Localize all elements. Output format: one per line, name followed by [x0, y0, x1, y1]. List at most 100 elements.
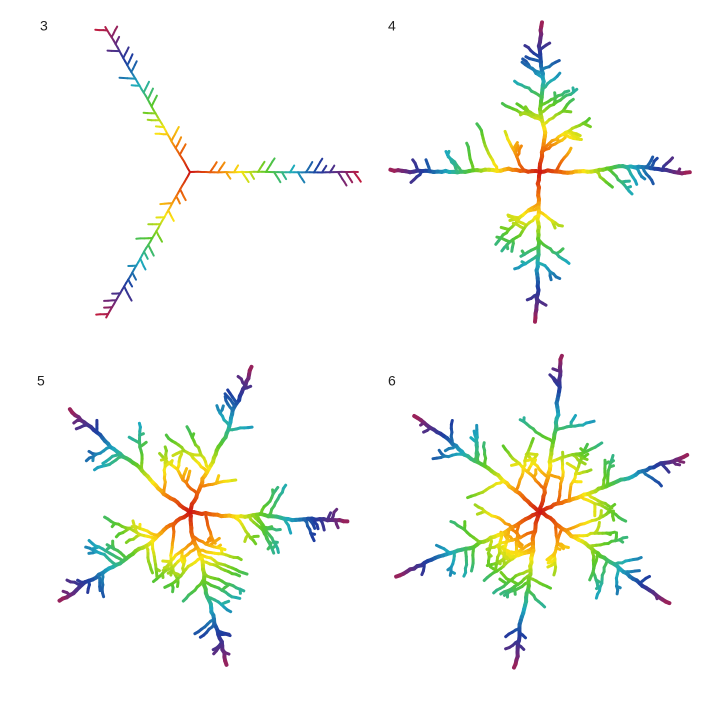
fractal-segment — [226, 634, 230, 635]
fractal-segment — [116, 534, 119, 537]
fractal-segment — [450, 571, 451, 575]
fractal-segment — [189, 453, 193, 454]
figure: 3 4 5 6 — [0, 0, 704, 702]
fractal-segment — [126, 540, 129, 543]
fractal-segment — [317, 525, 318, 529]
fractal-segment — [574, 89, 577, 92]
fractal-segment — [548, 562, 552, 563]
fractal-segment — [507, 579, 511, 580]
dla-fractal — [396, 356, 687, 668]
fractal-segment — [622, 519, 626, 521]
fractal-segment — [566, 261, 569, 264]
fractal-segment — [670, 158, 673, 161]
fractal-segment — [446, 152, 448, 156]
fractal-segment — [74, 421, 77, 423]
fractal-segment — [117, 37, 119, 41]
fractal-segment — [217, 406, 218, 410]
fractal-segment — [598, 443, 601, 445]
fractal-segment — [527, 298, 531, 299]
fractal-segment — [283, 485, 285, 488]
fractal-segment — [553, 369, 557, 370]
fractal-segment — [89, 451, 92, 453]
fractal-segment — [236, 165, 238, 168]
fractal-segment — [160, 454, 163, 457]
fractal-segment — [209, 540, 213, 541]
fractal-segment — [680, 461, 684, 462]
fractal-segment — [76, 427, 80, 428]
fractal-segment — [548, 565, 552, 567]
fractal-segment — [651, 157, 653, 161]
fractal-grid: 3 4 5 6 — [0, 0, 704, 702]
fractal-segment — [542, 604, 545, 607]
dla-fractal — [95, 27, 361, 318]
fractal-segment — [500, 579, 503, 581]
fractal-segment — [547, 586, 551, 588]
fractal-segment — [596, 594, 597, 598]
fractal-segment — [130, 283, 132, 286]
fractal-segment — [562, 138, 565, 141]
fractal-segment — [151, 89, 153, 93]
fractal-segment — [248, 427, 252, 428]
fractal-segment — [659, 483, 662, 486]
fractal-segment — [635, 181, 637, 185]
fractal-segment — [246, 179, 248, 182]
fractal-segment — [541, 22, 542, 26]
panel-label: 3 — [40, 18, 48, 34]
fractal-segment — [512, 247, 513, 251]
fractal-segment — [573, 416, 575, 419]
fractal-segment — [147, 82, 149, 86]
fractal-segment — [477, 513, 481, 514]
fractal-segment — [337, 524, 339, 528]
fractal-segment — [236, 598, 240, 599]
fractal-segment — [521, 254, 525, 256]
fractal-segment — [550, 276, 551, 280]
fractal-segment — [525, 46, 529, 48]
fractal-segment — [638, 558, 642, 560]
fractal-segment — [88, 589, 89, 593]
fractal-segment — [86, 547, 90, 548]
fractal-segment — [195, 632, 199, 634]
fractal-segment — [302, 179, 304, 182]
fractal-segment — [103, 593, 104, 597]
fractal-segment — [187, 427, 189, 431]
fractal-segment — [570, 99, 573, 101]
fractal-segment — [587, 470, 591, 472]
fractal-segment — [490, 567, 493, 569]
fractal-segment — [451, 522, 455, 523]
fractal-segment — [245, 538, 246, 542]
fractal-segment — [225, 585, 228, 587]
fractal-segment — [146, 255, 148, 259]
fractal-segment — [555, 93, 556, 97]
fractal-segment — [89, 553, 93, 554]
fractal-segment — [139, 423, 140, 427]
fractal-segment — [508, 554, 511, 557]
fractal-segment — [222, 162, 224, 165]
fractal-segment — [166, 435, 168, 438]
fractal-segment — [529, 459, 533, 460]
fractal-segment — [238, 558, 241, 560]
fractal-segment — [587, 119, 590, 122]
fractal-segment — [577, 134, 581, 136]
fractal-segment — [509, 216, 513, 217]
fractal-segment — [324, 166, 326, 169]
fractal-segment — [523, 59, 526, 61]
fractal-segment — [130, 297, 132, 301]
fractal-segment — [133, 521, 134, 525]
fractal-segment — [577, 137, 580, 140]
fractal-segment — [676, 464, 680, 465]
fractal-segment — [172, 217, 174, 221]
fractal-segment — [477, 124, 479, 127]
fractal-segment — [504, 593, 507, 595]
fractal-segment — [171, 571, 172, 575]
fractal-segment — [183, 598, 186, 601]
fractal-segment — [396, 575, 400, 576]
fractal-segment — [613, 516, 614, 520]
fractal-segment — [284, 176, 286, 179]
fractal-segment — [173, 588, 174, 592]
fractal-segment — [103, 461, 106, 463]
fractal-segment — [160, 238, 162, 242]
fractal-segment — [332, 166, 334, 169]
fractal-segment — [227, 610, 231, 612]
fractal-segment — [522, 62, 525, 64]
fractal-segment — [587, 125, 591, 127]
